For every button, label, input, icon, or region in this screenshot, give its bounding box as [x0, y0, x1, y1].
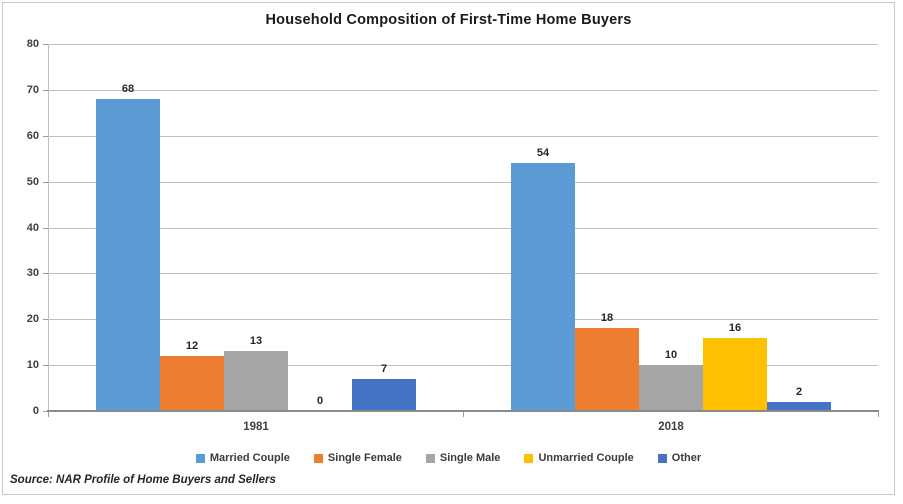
gridline	[48, 273, 878, 274]
gridline	[48, 319, 878, 320]
x-axis-label: 1981	[243, 421, 269, 433]
bar-single-male-2018	[639, 365, 703, 411]
bar-other-1981	[352, 379, 416, 411]
legend-label: Single Female	[327, 452, 402, 464]
y-axis-tick	[43, 182, 48, 183]
y-axis-label: 80	[26, 38, 39, 50]
gridline	[48, 228, 878, 229]
y-axis-label: 40	[26, 222, 39, 234]
x-axis-label: 2018	[658, 421, 684, 433]
y-axis-label: 0	[32, 405, 39, 417]
plot-area: 0 10 20 30 40 50 60 70 80 68 12 13 0 7 1981 54 18 10 16 2 20…	[3, 3, 894, 494]
legend-swatch-icon	[313, 453, 323, 463]
chart-frame: Household Composition of First-Time Home…	[2, 2, 895, 495]
bar-married-couple-1981	[96, 99, 160, 411]
legend-label: Married Couple	[209, 452, 290, 464]
legend-item-other: Other	[657, 452, 702, 464]
x-axis-line	[47, 410, 879, 412]
y-axis-label: 50	[26, 176, 39, 188]
source-note: Source: NAR Profile of Home Buyers and S…	[10, 474, 276, 486]
bar-value-label: 54	[536, 147, 550, 159]
bar-value-label: 68	[121, 83, 135, 95]
legend-swatch-icon	[524, 453, 534, 463]
bar-other-2018	[767, 402, 831, 411]
x-axis-tick	[463, 412, 464, 417]
bar-single-female-2018	[575, 328, 639, 411]
gridline	[48, 182, 878, 183]
y-axis-label: 10	[26, 359, 39, 371]
legend-swatch-icon	[657, 453, 667, 463]
chart-title: Household Composition of First-Time Home…	[265, 12, 632, 28]
legend-swatch-icon	[195, 453, 205, 463]
y-axis-label: 60	[26, 130, 39, 142]
legend-label: Other	[671, 452, 702, 464]
legend-swatch-icon	[425, 453, 435, 463]
bar-value-label: 2	[795, 386, 803, 398]
y-axis-label: 20	[26, 313, 39, 325]
x-axis-tick	[48, 412, 49, 417]
legend-item-single-male: Single Male	[425, 452, 501, 464]
bar-value-label: 18	[600, 312, 614, 324]
bar-single-female-1981	[160, 356, 224, 411]
gridline	[48, 136, 878, 137]
y-axis-tick	[43, 411, 48, 412]
gridline	[48, 90, 878, 91]
bar-value-label: 13	[249, 335, 263, 347]
gridline	[48, 44, 878, 45]
bar-value-label: 12	[185, 340, 199, 352]
bar-unmarried-couple-2018	[703, 338, 767, 411]
y-axis-tick	[43, 90, 48, 91]
y-axis-tick	[43, 136, 48, 137]
legend-item-unmarried-couple: Unmarried Couple	[524, 452, 634, 464]
bar-single-male-1981	[224, 351, 288, 411]
gridline	[48, 365, 878, 366]
y-axis-label: 30	[26, 267, 39, 279]
bar-value-label: 7	[380, 363, 388, 375]
legend-item-married-couple: Married Couple	[195, 452, 290, 464]
y-axis-tick	[43, 319, 48, 320]
legend-item-single-female: Single Female	[313, 452, 402, 464]
x-axis-tick	[878, 412, 879, 417]
y-axis-tick	[43, 365, 48, 366]
y-axis-tick	[43, 273, 48, 274]
y-axis-tick	[43, 228, 48, 229]
y-axis-line	[48, 44, 49, 411]
bar-married-couple-2018	[511, 163, 575, 411]
bar-value-label: 10	[664, 349, 678, 361]
legend-label: Single Male	[439, 452, 501, 464]
y-axis-tick	[43, 44, 48, 45]
bar-value-label: 16	[728, 322, 742, 334]
y-axis-label: 70	[26, 84, 39, 96]
legend-label: Unmarried Couple	[538, 452, 634, 464]
legend: Married Couple Single Female Single Male Un…	[3, 452, 894, 464]
bar-value-label: 0	[316, 395, 324, 407]
